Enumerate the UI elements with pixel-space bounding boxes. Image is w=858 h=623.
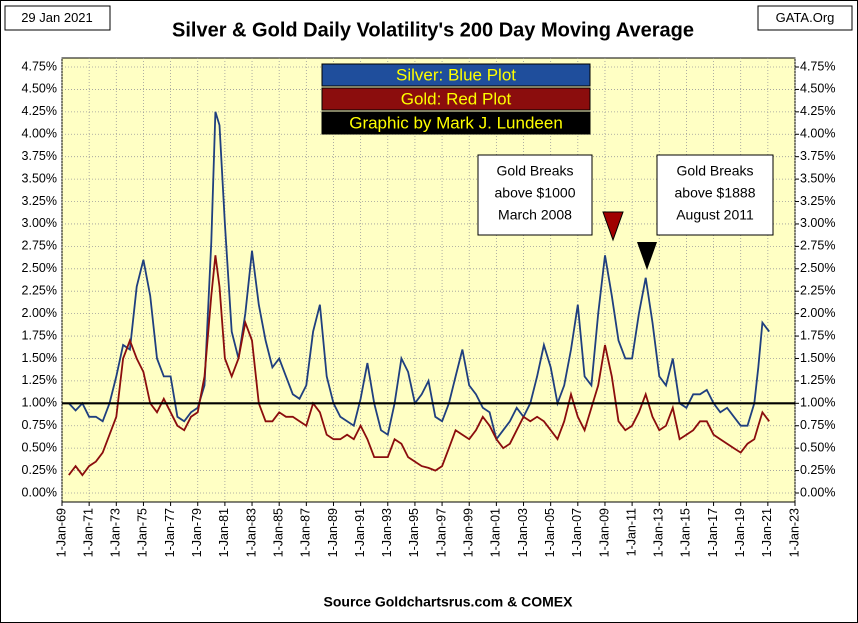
y-tick-label: 0.00% xyxy=(22,485,57,499)
y2-tick-label: 3.00% xyxy=(800,216,835,230)
y-tick-label: 4.25% xyxy=(22,104,57,118)
y2-tick-label: 0.25% xyxy=(800,463,835,477)
annotation-text: above $1000 xyxy=(495,185,576,201)
annotation-text: above $1888 xyxy=(675,185,756,201)
x-tick-label: 1-Jan-13 xyxy=(652,508,666,557)
legend-text: Silver: Blue Plot xyxy=(396,65,516,84)
annotation-box xyxy=(477,154,593,236)
x-tick-label: 1-Jan-99 xyxy=(462,508,476,557)
x-tick-label: 1-Jan-89 xyxy=(326,508,340,557)
x-tick-label: 1-Jan-91 xyxy=(353,508,367,557)
x-tick-label: 1-Jan-15 xyxy=(679,508,693,557)
x-tick-label: 1-Jan-79 xyxy=(190,508,204,557)
x-tick-label: 1-Jan-69 xyxy=(54,508,68,557)
y2-tick-label: 4.25% xyxy=(800,104,835,118)
y-tick-label: 1.50% xyxy=(22,351,57,365)
y-tick-label: 2.00% xyxy=(22,306,57,320)
x-tick-label: 1-Jan-09 xyxy=(597,508,611,557)
x-tick-label: 1-Jan-85 xyxy=(271,508,285,557)
series-line xyxy=(68,255,770,477)
legend-text: Gold: Red Plot xyxy=(401,89,512,108)
annotation-text: Gold Breaks xyxy=(496,163,573,179)
y-tick-label: 2.25% xyxy=(22,284,57,298)
x-tick-label: 1-Jan-97 xyxy=(434,508,448,557)
site-label: GATA.Org xyxy=(776,10,835,25)
x-tick-label: 1-Jan-75 xyxy=(136,508,150,557)
x-tick-label: 1-Jan-01 xyxy=(489,508,503,557)
lines xyxy=(68,111,770,477)
legend-box xyxy=(321,63,591,87)
y-tick-label: 0.50% xyxy=(22,440,57,454)
legend-box xyxy=(321,87,591,111)
series-line xyxy=(68,111,770,442)
x-tick-label: 1-Jan-81 xyxy=(217,508,231,557)
y2-tick-label: 2.00% xyxy=(800,306,835,320)
y-tick-label: 3.25% xyxy=(22,194,57,208)
y2-tick-label: 2.25% xyxy=(800,284,835,298)
y-tick-label: 1.00% xyxy=(22,396,57,410)
y-tick-label: 4.00% xyxy=(22,127,57,141)
legend-box xyxy=(321,111,591,135)
x-tick-label: 1-Jan-05 xyxy=(543,508,557,557)
red-arrow xyxy=(602,211,624,242)
x-tick-label: 1-Jan-19 xyxy=(733,508,747,557)
y-tick-label: 4.50% xyxy=(22,82,57,96)
x-tick-label: 1-Jan-87 xyxy=(299,508,313,557)
y-tick-label: 3.50% xyxy=(22,171,57,185)
y-tick-label: 0.25% xyxy=(22,463,57,477)
y-tick-label: 2.75% xyxy=(22,239,57,253)
y2-tick-label: 4.50% xyxy=(800,82,835,96)
y-tick-label: 0.75% xyxy=(22,418,57,432)
black-arrow xyxy=(637,242,657,270)
y2-tick-label: 2.75% xyxy=(800,239,835,253)
y2-tick-label: 1.75% xyxy=(800,328,835,342)
y2-tick-label: 1.25% xyxy=(800,373,835,387)
y2-tick-label: 4.75% xyxy=(800,59,835,73)
annotation-text: August 2011 xyxy=(676,207,754,223)
x-tick-label: 1-Jan-03 xyxy=(516,508,530,557)
y2-tick-label: 3.25% xyxy=(800,194,835,208)
y2-tick-label: 0.50% xyxy=(800,440,835,454)
y-tick-label: 3.75% xyxy=(22,149,57,163)
y2-tick-label: 2.50% xyxy=(800,261,835,275)
annotations: Gold Breaks above $1000 March 2008 Gold Bre… xyxy=(477,154,774,236)
date-label: 29 Jan 2021 xyxy=(21,10,93,25)
y2-tick-label: 1.50% xyxy=(800,351,835,365)
x-tick-label: 1-Jan-21 xyxy=(760,508,774,557)
x-tick-label: 1-Jan-71 xyxy=(81,508,95,557)
y-tick-label: 1.25% xyxy=(22,373,57,387)
y-tick-label: 2.50% xyxy=(22,261,57,275)
y2-tick-label: 0.75% xyxy=(800,418,835,432)
x-tick-label: 1-Jan-73 xyxy=(109,508,123,557)
annotation-text: Gold Breaks xyxy=(676,163,753,179)
source: Source Goldchartsrus.com & COMEX xyxy=(324,594,574,610)
y-tick-label: 3.00% xyxy=(22,216,57,230)
legend: Silver: Blue Plot Gold: Red Plot Graphic b… xyxy=(321,63,591,135)
y2-tick-label: 3.75% xyxy=(800,149,835,163)
x-tick-label: 1-Jan-23 xyxy=(787,508,801,557)
x-tick-label: 1-Jan-83 xyxy=(244,508,258,557)
annotation-text: March 2008 xyxy=(498,207,572,223)
y2-tick-label: 4.00% xyxy=(800,127,835,141)
y-tick-label: 4.75% xyxy=(22,59,57,73)
x-tick-label: 1-Jan-93 xyxy=(380,508,394,557)
y-tick-label: 1.75% xyxy=(22,328,57,342)
x-tick-label: 1-Jan-07 xyxy=(570,508,584,557)
y2-tick-label: 3.50% xyxy=(800,171,835,185)
chart-title: Silver & Gold Daily Volatility's 200 Day… xyxy=(172,19,694,41)
x-tick-label: 1-Jan-11 xyxy=(624,508,638,556)
annotation-box xyxy=(656,154,774,236)
x-tick-label: 1-Jan-17 xyxy=(706,508,720,557)
x-tick-label: 1-Jan-77 xyxy=(163,508,177,557)
site-box xyxy=(757,5,853,31)
date-box xyxy=(4,5,111,31)
y2-tick-label: 0.00% xyxy=(800,485,835,499)
y2-tick-label: 1.00% xyxy=(800,396,835,410)
x-tick-label: 1-Jan-95 xyxy=(407,508,421,557)
legend-text: Graphic by Mark J. Lundeen xyxy=(349,113,563,132)
